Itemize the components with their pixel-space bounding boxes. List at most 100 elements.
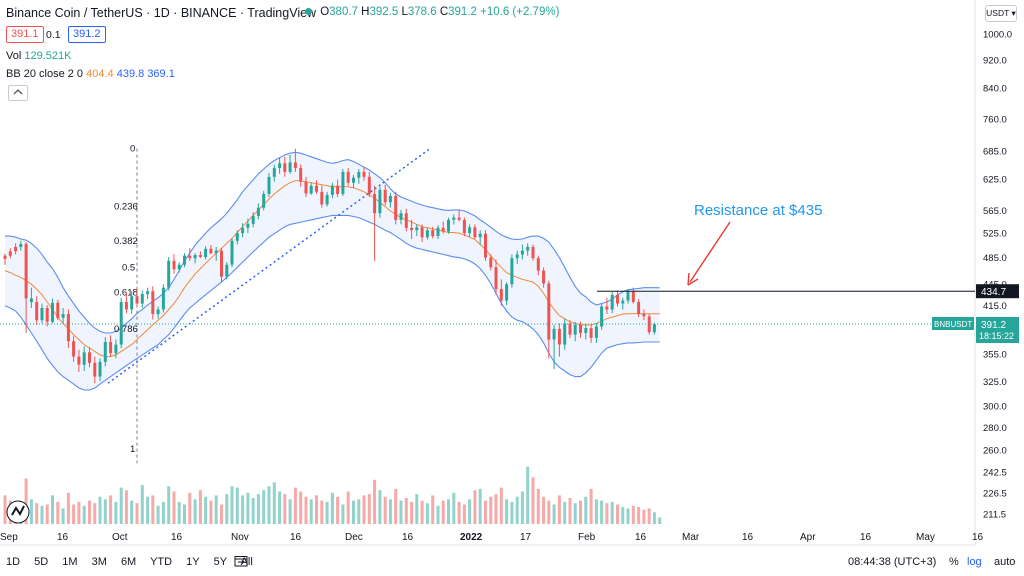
volume-bar: [468, 499, 472, 524]
percent-scale-toggle[interactable]: %: [949, 556, 959, 568]
volume-bar: [605, 503, 609, 524]
volume-bar: [547, 500, 551, 524]
tradingview-logo: [6, 500, 30, 524]
candle-body: [346, 171, 350, 183]
candle-body: [462, 219, 466, 234]
bollinger-indicator-legend[interactable]: BB 20 close 2 0 404.4 439.8 369.1: [6, 68, 175, 80]
fib-labels: 0 0.236 0.382 0.5 0.618 0.786 1: [114, 144, 138, 455]
timeframe-bar: 1D 5D 1M 3M 6M YTD 1Y 5Y All: [6, 556, 264, 568]
volume-bar: [404, 498, 408, 524]
resistance-tag-text: 434.7: [981, 287, 1006, 298]
candle-body: [204, 248, 208, 257]
volume-bar: [563, 501, 567, 524]
volume-bar: [225, 494, 229, 524]
price-tick-label: 260.0: [983, 446, 1007, 457]
volume-bar: [156, 505, 160, 524]
volume-bar: [499, 487, 503, 524]
ohlc-high: 392.5: [369, 6, 399, 18]
time-tick-label: 16: [171, 532, 183, 543]
volume-bar: [542, 496, 546, 524]
volume-bar: [172, 491, 176, 524]
volume-bar: [204, 496, 208, 524]
candle-body: [362, 171, 366, 177]
candle-body: [325, 194, 329, 205]
candle-body: [415, 227, 419, 231]
volume-bar: [610, 501, 614, 524]
currency-selector[interactable]: USDT ▾: [985, 5, 1017, 22]
candle-body: [77, 356, 81, 365]
candle-body: [441, 227, 445, 232]
buy-button[interactable]: 391.2: [68, 26, 106, 43]
volume-bar: [77, 501, 81, 524]
ohlc-change: +10.6 (+2.79%): [480, 6, 560, 18]
sell-button[interactable]: 391.1: [6, 26, 44, 43]
candle-body: [383, 189, 387, 203]
volume-indicator-legend[interactable]: Vol 129.521K: [6, 50, 71, 62]
candle-body: [637, 302, 641, 314]
price-tick-label: 685.0: [983, 146, 1007, 157]
volume-bar: [293, 487, 297, 524]
volume-bar: [220, 504, 223, 524]
range-1m[interactable]: 1M: [62, 556, 78, 568]
volume-bar: [109, 495, 113, 524]
candle-body: [40, 308, 44, 321]
range-5d[interactable]: 5D: [34, 556, 49, 568]
time-tick-label: Mar: [682, 532, 700, 543]
range-5y[interactable]: 5Y: [213, 556, 228, 568]
chevron-up-icon: [13, 89, 23, 95]
ohlc-low-label: L: [401, 6, 408, 18]
time-tick-label: 16: [742, 532, 754, 543]
volume-bar: [489, 496, 493, 524]
volume-bar: [621, 507, 625, 524]
time-tick-label: 16: [57, 532, 69, 543]
range-1d[interactable]: 1D: [6, 556, 21, 568]
range-1y[interactable]: 1Y: [186, 556, 200, 568]
candle-body: [24, 243, 28, 299]
time-axis-labels: Sep 16 Oct 16 Nov 16 Dec 16 2022 17 Feb 16 Mar 16 Apr 1…: [0, 532, 984, 543]
time-tick-label: 16: [635, 532, 647, 543]
volume-bar: [193, 499, 197, 524]
volume-bar: [573, 503, 577, 524]
volume-bar: [552, 504, 556, 524]
candle-body: [262, 193, 266, 208]
volume-bar: [330, 492, 334, 524]
range-6m[interactable]: 6M: [120, 556, 137, 568]
volume-bar: [557, 495, 561, 524]
price-tick-label: 840.0: [983, 83, 1007, 94]
volume-bar: [98, 496, 102, 524]
auto-scale-toggle[interactable]: auto: [994, 556, 1016, 568]
candle-body: [278, 163, 282, 168]
candle-body: [542, 270, 546, 284]
candle-body: [88, 352, 91, 363]
volume-bar: [88, 500, 91, 524]
candle-body: [140, 294, 144, 304]
volume-bar: [536, 488, 540, 524]
price-tick-label: 355.0: [983, 350, 1007, 361]
volume-bar: [399, 500, 403, 524]
log-scale-toggle[interactable]: log: [967, 556, 982, 568]
price-tick-label: 211.5: [983, 510, 1006, 521]
range-3m[interactable]: 3M: [91, 556, 107, 568]
candle-body: [183, 255, 186, 265]
price-tick-label: 565.0: [983, 206, 1007, 217]
volume-bar: [647, 508, 651, 524]
calendar-goto-icon[interactable]: [234, 555, 248, 567]
candle-body: [510, 258, 514, 285]
volume-bar: [531, 477, 535, 524]
volume-bar: [272, 482, 276, 524]
clock-readout[interactable]: 08:44:38 (UTC+3): [848, 556, 937, 568]
price-tick-label: 760.0: [983, 114, 1007, 125]
candle-body: [29, 298, 33, 303]
candle-body: [378, 189, 382, 214]
candle-body: [72, 341, 76, 357]
volume-bar: [462, 504, 466, 524]
range-ytd[interactable]: YTD: [150, 556, 173, 568]
candle-body: [293, 162, 297, 169]
collapse-legend-button[interactable]: [8, 85, 28, 101]
volume-bar: [151, 495, 155, 524]
volume-bar: [341, 504, 345, 524]
time-tick-label: 16: [860, 532, 872, 543]
volume-bar: [309, 499, 313, 524]
candle-body: [557, 328, 561, 345]
